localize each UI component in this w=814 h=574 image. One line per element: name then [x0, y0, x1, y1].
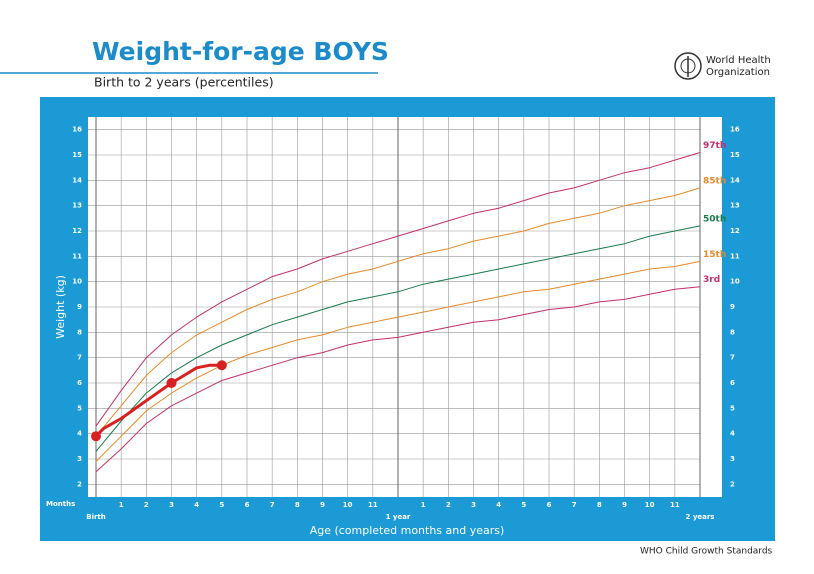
- x-tick-label: 7: [572, 501, 577, 509]
- x-tick-label: 5: [219, 501, 224, 509]
- y-tick-label: 11: [72, 252, 82, 260]
- y-tick-label: 13: [72, 202, 82, 210]
- percentile-line: [95, 260, 701, 462]
- x-tick-label: 10: [343, 501, 353, 509]
- x-tick-label: 8: [295, 501, 300, 509]
- x-tick-label: 1: [119, 501, 124, 509]
- y-tick-label: 15: [730, 151, 740, 159]
- y-tick-label: 10: [730, 278, 740, 286]
- y-tick-label: 9: [77, 303, 82, 311]
- y-tick-label: 9: [730, 303, 735, 311]
- x-unit-label: Months: [46, 500, 75, 508]
- y-tick-label: 11: [730, 252, 740, 260]
- logo-emblem: [674, 52, 702, 80]
- x-tick-label: 5: [521, 501, 526, 509]
- series-label: 50th: [703, 214, 726, 224]
- x-tick-label: 4: [496, 501, 501, 509]
- who-logo: World Health Organization: [674, 52, 771, 80]
- y-tick-label: 5: [730, 404, 735, 412]
- y-tick-label: 6: [77, 379, 82, 387]
- x-tick-label: 11: [368, 501, 378, 509]
- child-point: [91, 431, 101, 442]
- org-name: Organization: [706, 67, 770, 78]
- y-tick-label: 12: [730, 227, 740, 235]
- x-axis-label: Age (completed months and years): [310, 524, 505, 537]
- x-tick-label: 1: [421, 501, 426, 509]
- y-tick-label: 2: [730, 480, 735, 488]
- x-tick-label: 2: [144, 501, 149, 509]
- y-tick-label: 14: [72, 176, 82, 184]
- y-tick-label: 6: [730, 379, 735, 387]
- x-tick-label: 2 years: [686, 513, 715, 521]
- series-label: 85th: [703, 176, 726, 186]
- series-label: 3rd: [703, 275, 720, 285]
- y-tick-label: 16: [72, 126, 82, 134]
- x-tick-label: 10: [645, 501, 655, 509]
- y-tick-label: 2: [77, 480, 82, 488]
- y-tick-label: 7: [77, 354, 82, 362]
- x-tick-label: 9: [320, 501, 325, 509]
- y-axis-label: Weight (kg): [54, 275, 67, 339]
- x-tick-label: 7: [270, 501, 275, 509]
- x-tick-label: Birth: [86, 513, 106, 521]
- child-point: [216, 360, 227, 371]
- y-tick-label: 3: [77, 455, 82, 463]
- org-name: World Health: [706, 55, 771, 66]
- x-tick-label: 3: [169, 501, 174, 509]
- percentile-line: [95, 286, 701, 473]
- y-tick-label: 16: [730, 126, 740, 134]
- y-tick-label: 12: [72, 227, 82, 235]
- x-tick-label: 6: [245, 501, 250, 509]
- x-tick-label: 6: [547, 501, 552, 509]
- x-tick-label: 2: [446, 501, 451, 509]
- y-tick-label: 8: [730, 328, 735, 336]
- series-label: 97th: [703, 141, 726, 151]
- series-label: 15th: [703, 250, 726, 260]
- y-tick-label: 5: [77, 404, 82, 412]
- x-tick-label: 8: [597, 501, 602, 509]
- percentile-line: [95, 225, 701, 452]
- child-point: [166, 378, 177, 388]
- percentile-line: [95, 187, 701, 437]
- y-tick-label: 13: [730, 202, 740, 210]
- y-tick-label: 4: [77, 430, 82, 438]
- footer: WHO Child Growth Standards: [640, 547, 773, 557]
- y-tick-label: 15: [72, 151, 82, 159]
- x-tick-label: 11: [670, 501, 680, 509]
- percentile-line: [95, 152, 701, 427]
- y-tick-label: 3: [730, 455, 735, 463]
- chart-title: Weight-for-age BOYS: [92, 37, 389, 66]
- x-tick-label: 9: [622, 501, 627, 509]
- chart-subtitle: Birth to 2 years (percentiles): [94, 75, 274, 90]
- y-tick-label: 4: [730, 430, 735, 438]
- x-tick-label: 1 year: [386, 513, 411, 521]
- y-tick-label: 10: [72, 278, 82, 286]
- y-tick-label: 7: [730, 354, 735, 362]
- y-tick-label: 14: [730, 176, 740, 184]
- y-tick-label: 8: [77, 328, 82, 336]
- x-tick-label: 4: [194, 501, 199, 509]
- x-tick-label: 3: [471, 501, 476, 509]
- child-line: [94, 363, 222, 438]
